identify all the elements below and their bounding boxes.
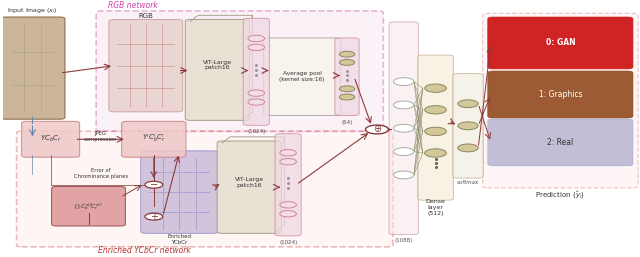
Circle shape	[248, 99, 264, 105]
Text: 2: Real: 2: Real	[547, 138, 573, 147]
Circle shape	[394, 148, 414, 155]
FancyBboxPatch shape	[217, 141, 282, 233]
Circle shape	[145, 181, 163, 188]
FancyBboxPatch shape	[96, 11, 383, 131]
Text: +: +	[150, 212, 158, 222]
FancyBboxPatch shape	[122, 121, 186, 157]
Circle shape	[280, 150, 296, 156]
Text: RGB: RGB	[138, 13, 153, 19]
Text: Dense
layer
(512): Dense layer (512)	[426, 199, 445, 216]
Circle shape	[339, 59, 355, 65]
Text: (1088): (1088)	[395, 237, 413, 243]
Circle shape	[425, 127, 446, 135]
Circle shape	[365, 125, 388, 134]
Circle shape	[339, 94, 355, 100]
FancyBboxPatch shape	[488, 71, 633, 118]
Circle shape	[339, 86, 355, 92]
Circle shape	[394, 124, 414, 132]
Text: Input Image $(x_i)$: Input Image $(x_i)$	[8, 6, 58, 15]
Circle shape	[280, 210, 296, 217]
Circle shape	[280, 159, 296, 165]
Text: Enriched
YCbCr: Enriched YCbCr	[167, 234, 191, 245]
FancyBboxPatch shape	[141, 151, 218, 233]
Text: RGB network: RGB network	[108, 1, 157, 11]
Text: Enriched YCbCr network: Enriched YCbCr network	[98, 246, 191, 255]
Text: ⊕: ⊕	[373, 124, 381, 134]
Circle shape	[280, 202, 296, 208]
Text: $Y'C_b'C_r'$: $Y'C_b'C_r'$	[142, 133, 166, 145]
Circle shape	[425, 106, 446, 114]
Text: ViT-Large
patch16: ViT-Large patch16	[235, 177, 264, 188]
FancyBboxPatch shape	[52, 186, 125, 226]
FancyBboxPatch shape	[488, 17, 633, 69]
FancyBboxPatch shape	[109, 20, 183, 112]
FancyBboxPatch shape	[335, 38, 359, 115]
Text: (1024): (1024)	[247, 130, 266, 134]
Text: −: −	[150, 180, 158, 190]
Circle shape	[458, 144, 478, 152]
Text: (64): (64)	[341, 120, 353, 125]
Text: (1024): (1024)	[279, 240, 297, 245]
Circle shape	[425, 149, 446, 157]
FancyBboxPatch shape	[17, 131, 393, 247]
Text: Error of
Chrominance planes: Error of Chrominance planes	[74, 168, 129, 179]
Circle shape	[458, 122, 478, 130]
Text: 0: GAN: 0: GAN	[545, 39, 575, 48]
Circle shape	[458, 100, 478, 108]
Circle shape	[248, 35, 264, 42]
Circle shape	[248, 90, 264, 96]
FancyBboxPatch shape	[243, 18, 269, 125]
Circle shape	[339, 51, 355, 57]
Text: softmax: softmax	[457, 180, 479, 185]
Circle shape	[248, 44, 264, 51]
FancyBboxPatch shape	[418, 55, 453, 200]
FancyBboxPatch shape	[483, 13, 638, 188]
FancyBboxPatch shape	[186, 20, 250, 121]
Circle shape	[394, 78, 414, 86]
Text: $\{\}C_b^{dif}C_r^{dif}$: $\{\}C_b^{dif}C_r^{dif}$	[74, 201, 104, 212]
FancyBboxPatch shape	[264, 38, 340, 115]
FancyBboxPatch shape	[452, 74, 483, 178]
Circle shape	[425, 84, 446, 92]
Text: $YC_bC_r$: $YC_bC_r$	[40, 134, 61, 144]
Text: ViT-Large
patch16: ViT-Large patch16	[203, 60, 232, 70]
Text: 1: Graphics: 1: Graphics	[538, 90, 582, 99]
Circle shape	[394, 101, 414, 109]
FancyBboxPatch shape	[275, 134, 301, 236]
Circle shape	[145, 213, 163, 220]
FancyBboxPatch shape	[22, 121, 79, 157]
Text: JPEG
compression: JPEG compression	[84, 131, 117, 142]
FancyBboxPatch shape	[389, 22, 419, 235]
Text: Prediction $(\hat{y}_i)$: Prediction $(\hat{y}_i)$	[536, 190, 586, 201]
FancyBboxPatch shape	[488, 119, 633, 166]
FancyBboxPatch shape	[1, 17, 65, 119]
Text: Average pool
(kernel size:16): Average pool (kernel size:16)	[280, 71, 325, 82]
Circle shape	[394, 171, 414, 179]
